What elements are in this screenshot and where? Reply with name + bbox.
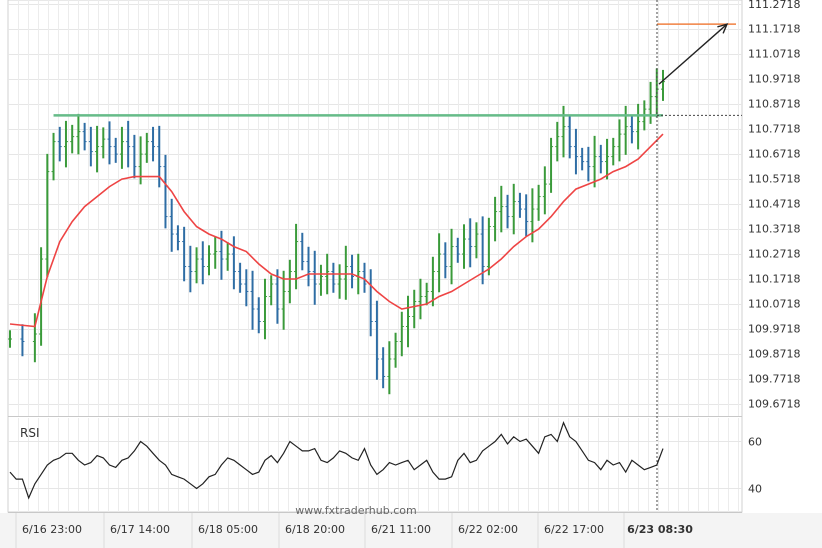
y-tick-label: 110.4718	[748, 198, 801, 211]
y-tick-label: 110.3718	[748, 223, 801, 236]
y-tick-label: 110.8718	[748, 98, 801, 111]
y-tick-label: 110.2718	[748, 248, 801, 261]
y-tick-label: 109.8718	[748, 348, 801, 361]
y-tick-label: 111.0718	[748, 48, 801, 61]
x-tick-label: 6/23 08:30	[627, 523, 693, 536]
forecast-arrow-head	[717, 23, 729, 34]
rsi-label: RSI	[20, 426, 40, 440]
y-tick-label: 110.5718	[748, 173, 801, 186]
forecast-arrow	[658, 23, 729, 85]
rsi-grid	[8, 418, 742, 512]
y-tick-label: 110.9718	[748, 73, 801, 86]
forecast-arrow-shaft	[658, 23, 728, 85]
x-tick-label: 6/18 05:00	[198, 523, 258, 536]
x-axis-ticks: 6/16 23:00 6/17 14:00 6/18 05:00 6/18 20:00…	[15, 513, 693, 548]
y-axis-ticks: 111.2718 111.1718 111.0718 110.9718 110.8718…	[748, 0, 801, 411]
y-tick-label: 110.7718	[748, 123, 801, 136]
y-tick-label: 111.1718	[748, 23, 801, 36]
rsi-tick-label: 40	[748, 483, 762, 496]
rsi-tick-label: 60	[748, 436, 762, 449]
y-tick-label: 109.7718	[748, 373, 801, 386]
x-tick-label: 6/22 17:00	[544, 523, 604, 536]
rsi-line	[9, 421, 664, 500]
x-tick-label: 6/16 23:00	[22, 523, 82, 536]
rsi-axis-ticks: 60 40	[748, 436, 762, 496]
y-tick-label: 110.1718	[748, 273, 801, 286]
y-tick-label: 110.0718	[748, 298, 801, 311]
y-tick-label: 110.6718	[748, 148, 801, 161]
moving-average-line	[9, 133, 664, 328]
y-tick-label: 109.9718	[748, 323, 801, 336]
x-tick-label: 6/17 14:00	[110, 523, 170, 536]
watermark: www.fxtraderhub.com	[295, 504, 416, 517]
y-tick-label: 109.6718	[748, 398, 801, 411]
price-bars	[8, 68, 665, 395]
x-axis-band	[0, 513, 822, 548]
x-tick-label: 6/21 11:00	[371, 523, 431, 536]
x-tick-label: 6/18 20:00	[285, 523, 345, 536]
y-tick-label: 111.2718	[748, 0, 801, 11]
x-tick-label: 6/22 02:00	[458, 523, 518, 536]
